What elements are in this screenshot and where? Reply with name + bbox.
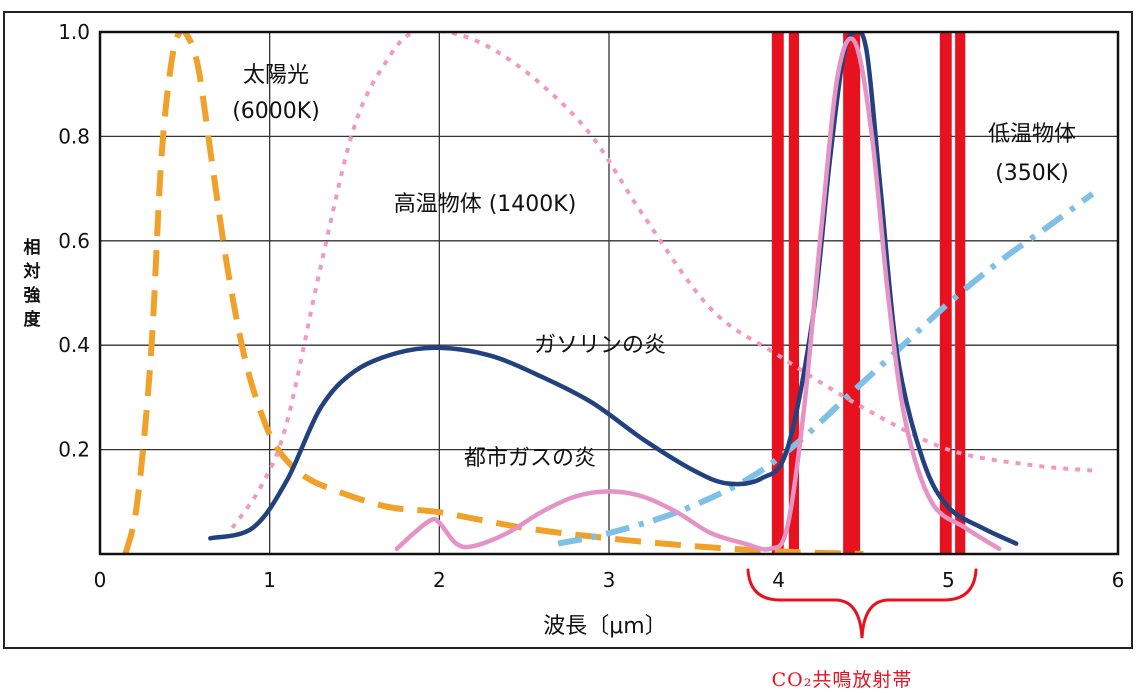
co2-band-layer	[771, 32, 966, 554]
y-axis-label-char-1: 相	[24, 237, 41, 258]
plot-frame	[98, 30, 1120, 556]
co2-band-5	[955, 32, 966, 554]
y-axis-label-char-3: 強	[24, 285, 41, 306]
co2-band-2	[788, 32, 800, 554]
label-sunlight: 太陽光	[243, 63, 309, 88]
x-axis-label: 波長〔μm〕	[543, 614, 666, 639]
label-cold-object-temp: (350K)	[995, 161, 1069, 186]
y-axis-label-char-4: 度	[24, 309, 42, 330]
sunlight-curve	[122, 32, 864, 554]
y-tick-label: 0.6	[58, 229, 90, 253]
co2-band-3	[843, 32, 861, 554]
label-city-gas-flame: 都市ガスの炎	[464, 446, 596, 471]
series-annotations: 太陽光 (6000K) 高温物体 (1400K) 低温物体 (350K) ガソリ…	[232, 63, 1076, 471]
cold-object-curve	[557, 191, 1095, 547]
x-tick-label: 3	[603, 568, 616, 592]
co2-band-4	[939, 32, 952, 554]
co2-band-1	[771, 32, 784, 554]
y-tick-label: 1.0	[58, 20, 90, 44]
x-tick-label: 0	[94, 568, 107, 592]
x-tick-labels: 0 1 2 3 4 5 6	[94, 568, 1125, 592]
co2-band-brace	[746, 568, 978, 639]
label-sunlight-temp: (6000K)	[232, 99, 320, 124]
x-tick-label: 1	[263, 568, 276, 592]
y-axis-label: 相 対 強 度	[23, 237, 42, 330]
co2-band-label: CO₂共鳴放射帯	[772, 669, 913, 691]
label-hot-object: 高温物体 (1400K)	[394, 192, 577, 217]
y-tick-label: 0.8	[58, 124, 90, 148]
label-gasoline-flame: ガソリンの炎	[534, 333, 666, 358]
label-cold-object: 低温物体	[988, 122, 1076, 147]
x-tick-label: 5	[942, 568, 955, 592]
y-tick-label: 0.2	[58, 438, 90, 462]
x-tick-label: 2	[433, 568, 446, 592]
x-tick-label: 4	[772, 568, 785, 592]
y-tick-labels: 1.0 0.8 0.6 0.4 0.2	[58, 20, 90, 462]
series-layer	[122, 32, 1095, 554]
y-axis-label-char-2: 対	[23, 261, 41, 282]
city-gas-flame-curve	[394, 36, 1002, 552]
y-tick-label: 0.4	[58, 333, 90, 357]
x-tick-label: 6	[1112, 568, 1125, 592]
